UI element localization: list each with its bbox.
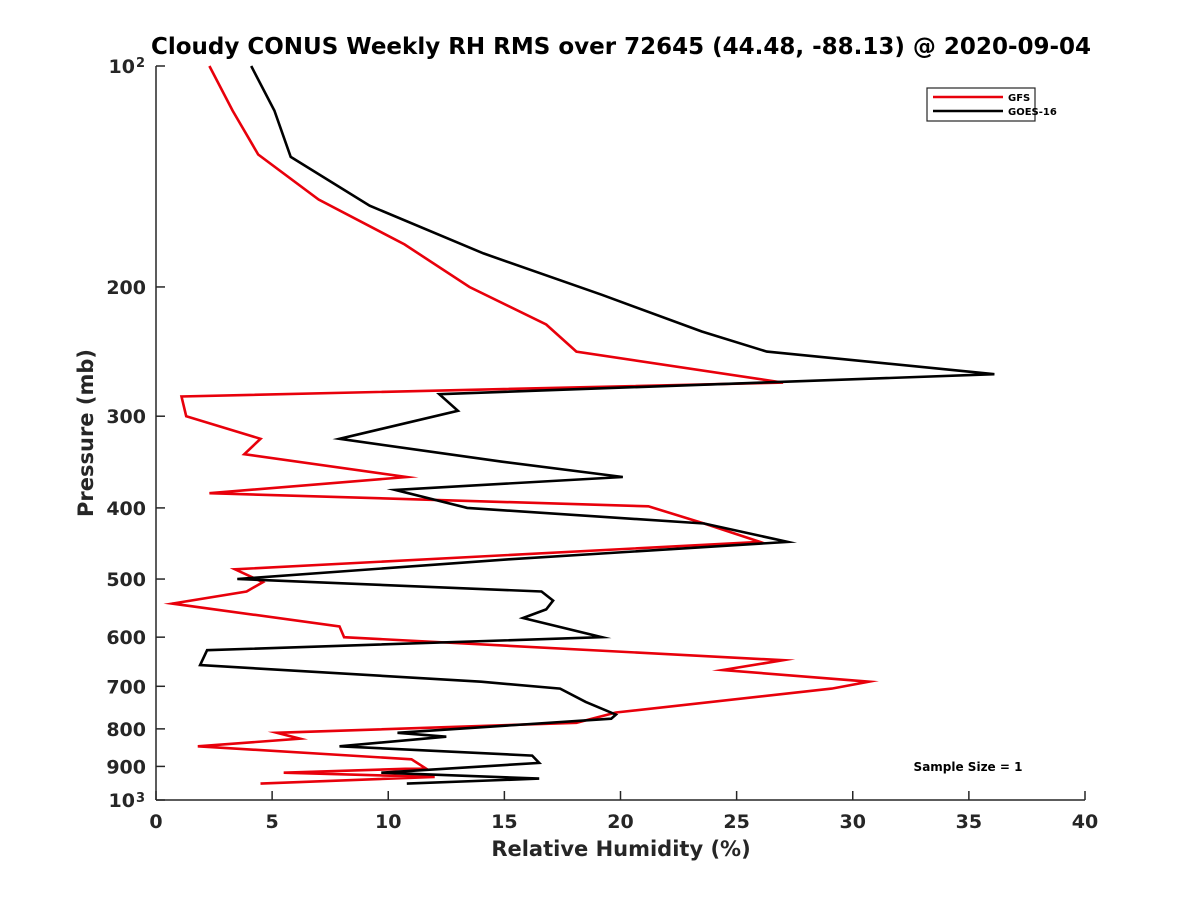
series-group [163,65,995,785]
y-tick-exponent: 2 [136,56,145,71]
x-tick-label: 5 [266,811,279,833]
x-ticks: 0 5 10 15 20 25 30 35 40 [149,791,1098,833]
y-tick-label: 700 [106,676,146,698]
y-tick-label: 300 [106,406,146,428]
y-tick-label: 200 [106,277,146,299]
x-tick-label: 30 [840,811,866,833]
legend-box [926,87,1036,122]
x-tick-label: 35 [956,811,982,833]
y-tick-label: 400 [106,498,146,520]
series-line-goes16 [198,65,995,785]
y-tick-label: 600 [106,627,146,649]
legend-label-gfs: GFS [1008,93,1030,104]
y-tick-label: 10 [109,56,135,78]
x-tick-label: 20 [607,811,633,833]
legend-label-goes16: GOES-16 [1008,107,1057,118]
x-tick-label: 0 [149,811,162,833]
y-tick-exponent: 3 [136,791,145,806]
legend: GFS GOES-16 [926,87,1057,122]
y-tick-label: 10 [109,790,135,812]
sample-size-annotation: Sample Size = 1 [914,760,1023,774]
y-tick-label: 900 [106,756,146,778]
series-line-gfs [163,65,879,785]
chart-title: Cloudy CONUS Weekly RH RMS over 72645 (4… [151,34,1091,60]
x-axis-title: Relative Humidity (%) [491,837,750,861]
y-tick-label: 800 [106,719,146,741]
x-tick-label: 10 [375,811,401,833]
y-tick-label: 500 [106,569,146,591]
x-tick-label: 15 [491,811,517,833]
x-tick-label: 25 [723,811,749,833]
y-axis-title: Pressure (mb) [74,349,98,517]
x-tick-label: 40 [1072,811,1098,833]
